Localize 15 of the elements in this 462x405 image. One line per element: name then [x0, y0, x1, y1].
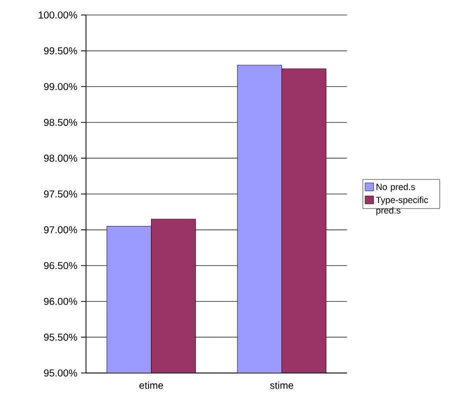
x-tick-label: stime: [270, 382, 294, 389]
y-tick-label: 95.00%: [44, 369, 78, 377]
y-tick-label: 98.00%: [44, 154, 78, 162]
y-tick-label: 97.00%: [44, 226, 78, 234]
y-tick-label: 95.50%: [44, 334, 78, 341]
x-tick-label: etime: [139, 382, 164, 389]
y-tick-label: 99.50%: [44, 47, 78, 54]
y-tick-label: 99.00%: [44, 83, 78, 90]
y-tick-label: 96.50%: [44, 262, 78, 270]
legend-label: Type-specific pred.s: [376, 196, 428, 216]
y-tick-label: 100.00%: [38, 11, 78, 19]
legend-label: No pred.s: [376, 183, 415, 192]
y-tick-label: 98.50%: [44, 118, 78, 126]
y-tick-label: 97.50%: [44, 190, 78, 198]
y-tick-label: 96.00%: [44, 298, 78, 305]
